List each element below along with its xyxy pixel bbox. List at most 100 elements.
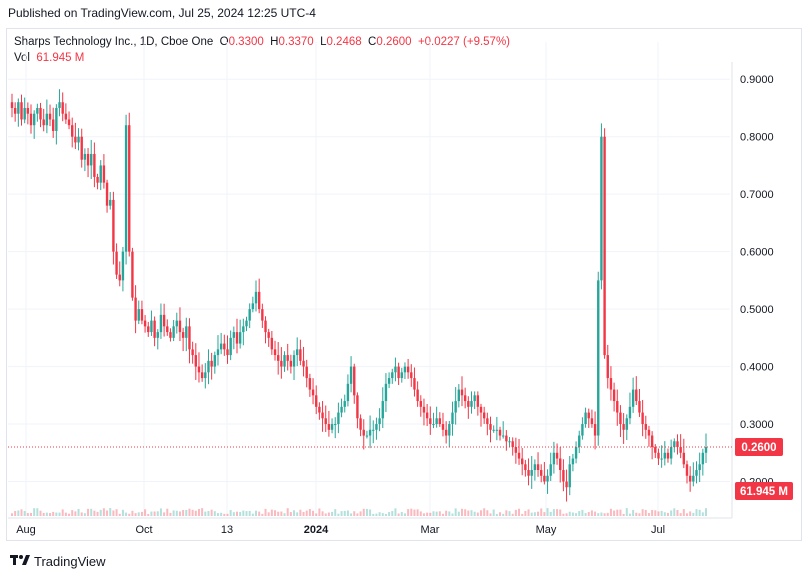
candle-body xyxy=(289,360,293,367)
candle-body xyxy=(286,355,289,361)
candle-body xyxy=(482,412,486,419)
candle-body xyxy=(20,102,23,120)
candle-body xyxy=(204,372,207,379)
volume-bar xyxy=(622,513,625,516)
volume-bar xyxy=(131,510,134,516)
x-tick-label: Mar xyxy=(421,524,440,536)
candle-body xyxy=(422,406,426,413)
volume-bar xyxy=(172,510,175,516)
volume-bar xyxy=(660,510,663,516)
volume-bar xyxy=(74,511,77,516)
volume-bar xyxy=(543,512,546,516)
x-tick-label: Aug xyxy=(16,524,36,536)
candle-body xyxy=(200,372,204,379)
candle-body xyxy=(612,389,616,402)
volume-bar xyxy=(394,508,397,516)
volume-bar xyxy=(508,511,511,516)
candle-body xyxy=(321,412,324,419)
candle-body xyxy=(280,360,283,367)
y-tick-label: 0.8000 xyxy=(740,132,774,144)
volume-bar xyxy=(587,512,590,516)
candle-body xyxy=(118,274,121,281)
volume-bar xyxy=(331,511,334,516)
candle-body xyxy=(391,372,394,379)
candle-body xyxy=(77,136,80,143)
candle-body xyxy=(698,464,701,471)
volume-bar xyxy=(255,510,258,516)
volume-bar xyxy=(277,511,280,516)
candle-body xyxy=(406,366,410,373)
candle-body xyxy=(489,424,492,430)
candle-body xyxy=(619,412,622,425)
candle-body xyxy=(682,452,686,465)
candle-body xyxy=(150,320,153,333)
candle-body xyxy=(299,349,302,361)
candle-body xyxy=(210,360,213,367)
candle-body xyxy=(93,153,96,177)
volume-bar xyxy=(511,513,514,516)
volume-bar xyxy=(454,508,457,516)
volume-bar xyxy=(568,511,571,516)
candle-body xyxy=(387,378,391,384)
candle-body xyxy=(166,326,169,333)
candle-body xyxy=(191,349,194,356)
volume-bar xyxy=(571,512,574,516)
legend-low-label: L xyxy=(320,36,327,48)
candle-body xyxy=(51,119,55,131)
volume-bar xyxy=(121,509,124,516)
volume-bar xyxy=(302,511,305,516)
candle-body xyxy=(403,366,407,373)
volume-bar xyxy=(245,511,248,516)
volume-bar xyxy=(356,513,359,516)
legend-high-value: 0.3370 xyxy=(278,36,314,48)
candle-body xyxy=(606,355,609,379)
candle-body xyxy=(248,309,251,321)
volume-bar xyxy=(499,512,502,516)
candle-body xyxy=(188,326,191,350)
volume-bar xyxy=(207,510,210,516)
volume-bar xyxy=(426,512,429,516)
volume-bar xyxy=(657,511,660,516)
volume-bar xyxy=(213,511,216,516)
volume-bar xyxy=(334,509,337,516)
candle-body xyxy=(454,401,457,413)
volume-bar xyxy=(429,512,432,516)
volume-bar xyxy=(80,512,83,516)
candle-body xyxy=(296,349,299,356)
volume-bar xyxy=(248,510,251,516)
volume-bar xyxy=(327,512,330,516)
candle-body xyxy=(64,113,68,120)
volume-bar xyxy=(289,512,292,516)
volume-bar xyxy=(274,510,277,516)
candle-body xyxy=(346,383,350,402)
candle-body xyxy=(540,470,543,476)
volume-bar xyxy=(220,512,223,516)
candle-body xyxy=(257,291,261,310)
volume-bar xyxy=(346,510,349,516)
volume-bar xyxy=(670,510,673,516)
volume-bar xyxy=(251,513,254,516)
volume-bar xyxy=(109,508,112,516)
volume-bar xyxy=(153,511,156,516)
volume-bar xyxy=(337,513,340,516)
candle-body xyxy=(124,125,128,252)
volume-bar xyxy=(312,510,315,516)
tradingview-logo[interactable]: TradingView xyxy=(10,554,106,569)
candle-body xyxy=(178,320,182,333)
volume-bar xyxy=(673,508,676,516)
volume-bar xyxy=(340,511,343,516)
volume-bar xyxy=(353,511,356,516)
candle-body xyxy=(536,464,540,471)
volume-bar xyxy=(375,513,378,516)
candle-body xyxy=(169,332,172,338)
candle-body xyxy=(356,395,359,419)
candle-body xyxy=(143,320,147,327)
volume-bar xyxy=(407,509,410,516)
candle-body xyxy=(587,412,590,419)
candle-body xyxy=(185,326,188,338)
volume-bar xyxy=(480,510,483,516)
candle-body xyxy=(527,470,530,476)
candle-body xyxy=(128,125,131,252)
candle-body xyxy=(692,475,695,482)
